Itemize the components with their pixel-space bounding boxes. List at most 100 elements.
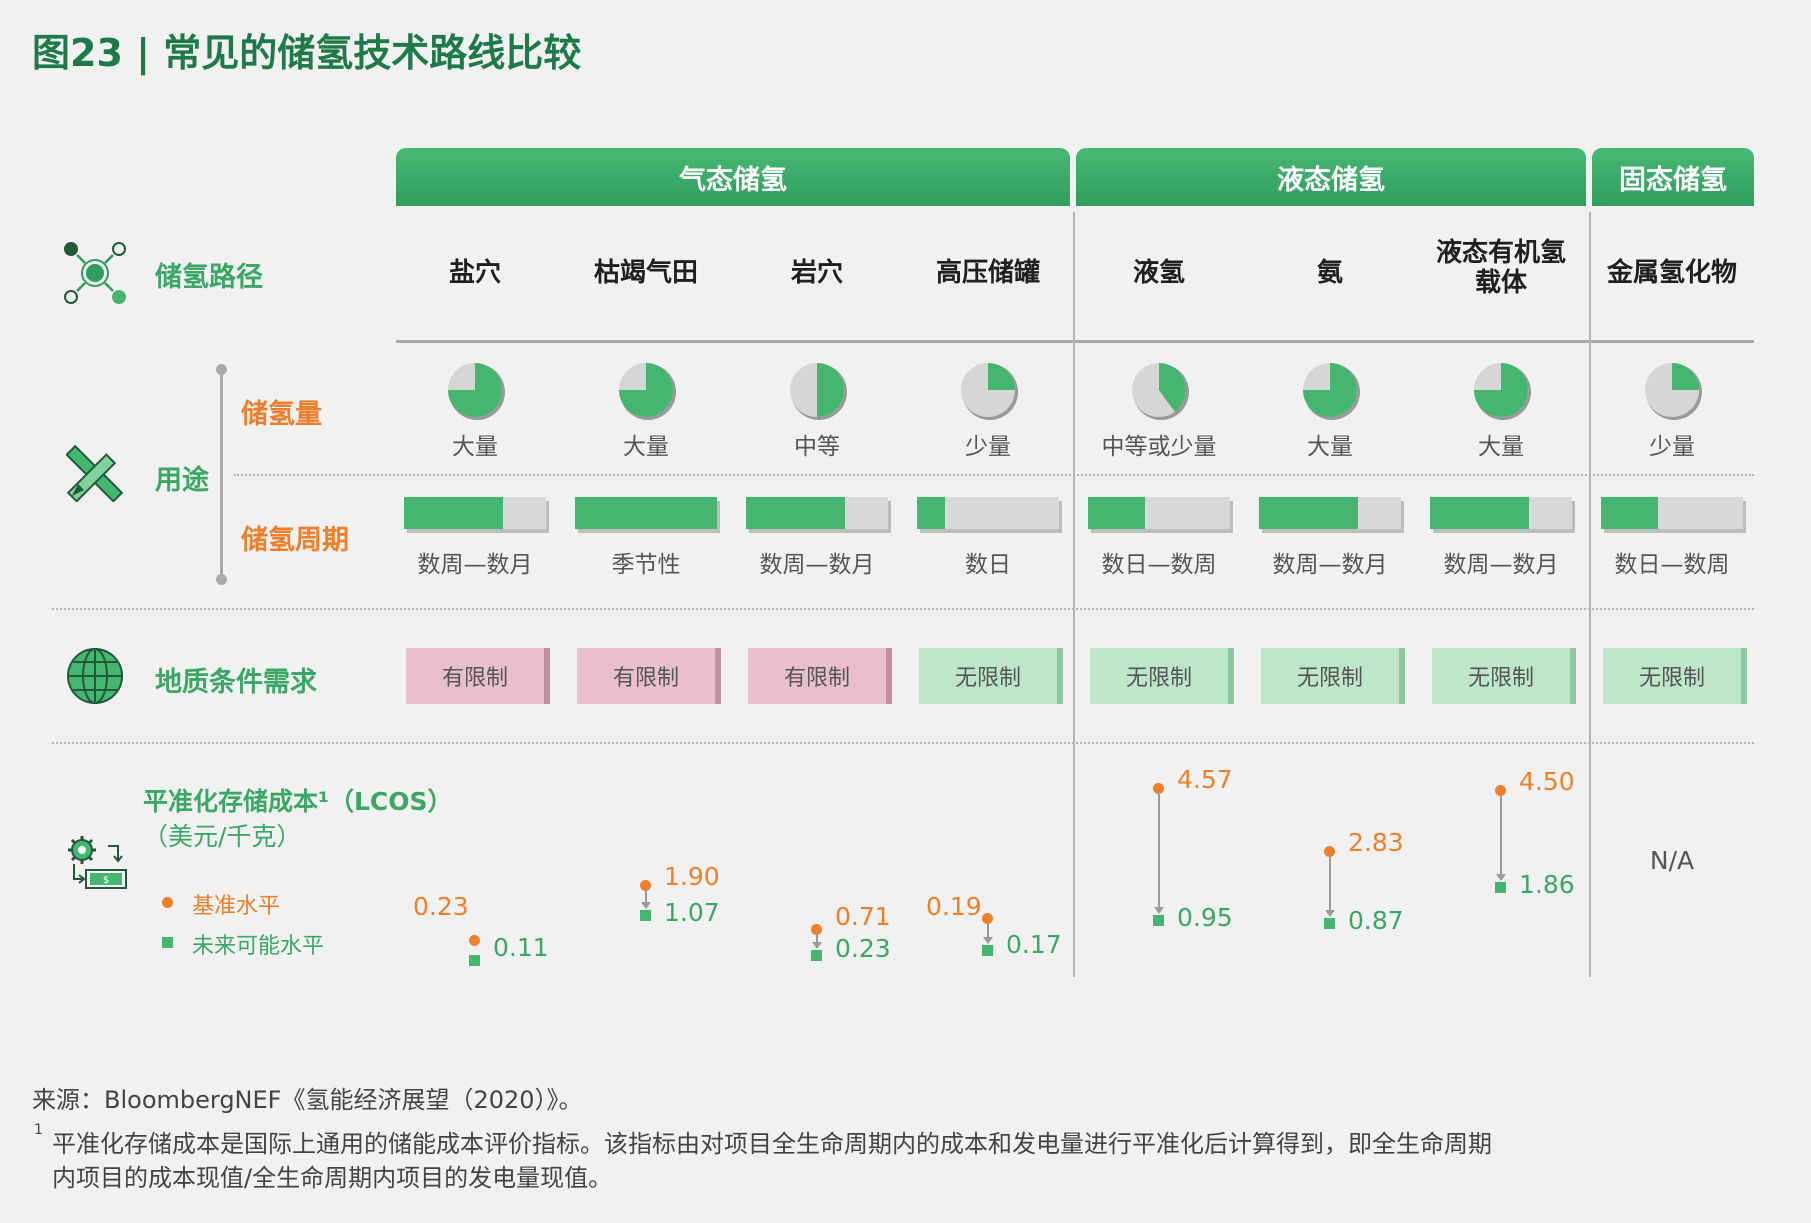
lcos-future-value: 1.86 bbox=[1519, 870, 1575, 899]
period-bar-fill bbox=[1088, 497, 1145, 529]
geology-requirement-badge: 有限制 bbox=[577, 648, 721, 704]
row-label-capacity: 储氢量 bbox=[241, 399, 322, 430]
lcos-base-value: 4.57 bbox=[1177, 765, 1233, 794]
geology-requirement-badge: 有限制 bbox=[406, 648, 550, 704]
lcos-unit: （美元/千克） bbox=[143, 822, 302, 851]
lcos-range-line bbox=[1329, 856, 1331, 914]
capacity-label: 大量 bbox=[452, 434, 498, 460]
category-liquid: 液态储氢 bbox=[1076, 148, 1586, 206]
capacity-label: 大量 bbox=[1307, 434, 1353, 460]
footnote-mark: 1 bbox=[34, 1122, 43, 1138]
lcos-arrow bbox=[1154, 907, 1164, 914]
route-network-icon bbox=[64, 242, 126, 304]
route-name: 高压储罐 bbox=[935, 258, 1040, 288]
period-label: 数日—数周 bbox=[1101, 552, 1217, 578]
row-label-period: 储氢周期 bbox=[241, 525, 349, 556]
capacity-label: 中等或少量 bbox=[1101, 434, 1217, 460]
geology-requirement-badge: 无限制 bbox=[1261, 648, 1405, 704]
period-label: 数周—数月 bbox=[417, 552, 533, 578]
period-bar bbox=[1601, 497, 1743, 529]
pencil-ruler-icon bbox=[66, 444, 124, 502]
lcos-base-marker bbox=[640, 880, 651, 891]
period-bar-fill bbox=[917, 497, 946, 529]
lcos-future-marker bbox=[1495, 882, 1506, 893]
lcos-arrow bbox=[1496, 874, 1506, 881]
capacity-pie bbox=[1474, 363, 1531, 420]
period-bar bbox=[1088, 497, 1230, 529]
lcos-arrow bbox=[812, 942, 822, 949]
header-divider bbox=[396, 340, 1754, 343]
route-name: 液态有机氢 载体 bbox=[1435, 238, 1566, 298]
lcos-future-marker bbox=[982, 945, 993, 956]
period-bar bbox=[404, 497, 546, 529]
period-label: 数日—数周 bbox=[1614, 552, 1730, 578]
lcos-na: N/A bbox=[1649, 846, 1695, 875]
lcos-future-value: 0.23 bbox=[835, 934, 891, 963]
lcos-future-marker bbox=[640, 910, 651, 921]
capacity-label: 少量 bbox=[965, 434, 1011, 460]
capacity-label: 中等 bbox=[794, 434, 840, 460]
row-divider bbox=[52, 742, 1754, 744]
lcos-base-marker bbox=[1495, 785, 1506, 796]
route-name: 金属氢化物 bbox=[1606, 258, 1737, 288]
lcos-base-value: 2.83 bbox=[1348, 828, 1404, 857]
geology-requirement-badge: 有限制 bbox=[748, 648, 892, 704]
row-label-geology: 地质条件需求 bbox=[155, 667, 317, 698]
svg-text:$: $ bbox=[103, 875, 109, 886]
lcos-range-line bbox=[1500, 795, 1502, 878]
lcos-base-value: 1.90 bbox=[664, 862, 720, 891]
route-name: 盐穴 bbox=[448, 258, 501, 288]
row-divider bbox=[234, 474, 1754, 476]
category-label: 固态储氢 bbox=[1619, 164, 1727, 196]
bracket-end bbox=[216, 574, 227, 585]
lcos-range-line bbox=[987, 923, 989, 941]
lcos-range-line bbox=[645, 890, 647, 906]
capacity-label: 大量 bbox=[1478, 434, 1524, 460]
lcos-base-marker bbox=[1153, 783, 1164, 794]
lcos-future-marker bbox=[1324, 918, 1335, 929]
capacity-pie bbox=[1645, 363, 1702, 420]
footnote-line-2: 内项目的成本现值/全生命周期内项目的发电量现值。 bbox=[52, 1164, 613, 1192]
legend-future-label: 未来可能水平 bbox=[192, 934, 325, 959]
capacity-pie bbox=[961, 363, 1018, 420]
period-bar-fill bbox=[1259, 497, 1359, 529]
period-bar-fill bbox=[1430, 497, 1530, 529]
period-label: 数日 bbox=[965, 552, 1011, 578]
lcos-base-marker bbox=[469, 935, 480, 946]
lcos-arrow bbox=[641, 902, 651, 909]
period-bar bbox=[1430, 497, 1572, 529]
category-gas: 气态储氢 bbox=[396, 148, 1070, 206]
period-label: 数周—数月 bbox=[759, 552, 875, 578]
route-name: 氨 bbox=[1316, 258, 1343, 288]
lcos-future-marker bbox=[811, 950, 822, 961]
lcos-base-value: 0.19 bbox=[926, 892, 982, 921]
period-bar bbox=[575, 497, 717, 529]
capacity-label: 大量 bbox=[623, 434, 669, 460]
period-bar bbox=[917, 497, 1059, 529]
capacity-label: 少量 bbox=[1649, 434, 1695, 460]
geology-requirement-badge: 无限制 bbox=[919, 648, 1063, 704]
usage-bracket bbox=[220, 370, 223, 580]
period-label: 数周—数月 bbox=[1443, 552, 1559, 578]
lcos-base-marker bbox=[811, 924, 822, 935]
bracket-end bbox=[216, 364, 227, 375]
category-label: 气态储氢 bbox=[679, 164, 787, 196]
row-label-route: 储氢路径 bbox=[155, 262, 263, 293]
row-label-usage: 用途 bbox=[155, 465, 209, 496]
legend-future-marker bbox=[162, 937, 173, 948]
lcos-base-value: 4.50 bbox=[1519, 767, 1575, 796]
period-bar-fill bbox=[1601, 497, 1658, 529]
period-bar-fill bbox=[746, 497, 846, 529]
legend-base-marker bbox=[162, 897, 173, 908]
lcos-future-value: 0.95 bbox=[1177, 903, 1233, 932]
category-label: 液态储氢 bbox=[1277, 164, 1385, 196]
lcos-base-marker bbox=[982, 913, 993, 924]
lcos-range-line bbox=[816, 934, 818, 946]
geology-requirement-badge: 无限制 bbox=[1603, 648, 1747, 704]
geology-requirement-badge: 无限制 bbox=[1090, 648, 1234, 704]
source-note: 来源：BloombergNEF《氢能经济展望（2020）》。 bbox=[32, 1086, 583, 1114]
column-divider-liquid-solid bbox=[1589, 212, 1591, 977]
lcos-base-value: 0.71 bbox=[835, 902, 891, 931]
lcos-arrow bbox=[1325, 910, 1335, 917]
column-divider-gas-liquid bbox=[1073, 212, 1075, 977]
